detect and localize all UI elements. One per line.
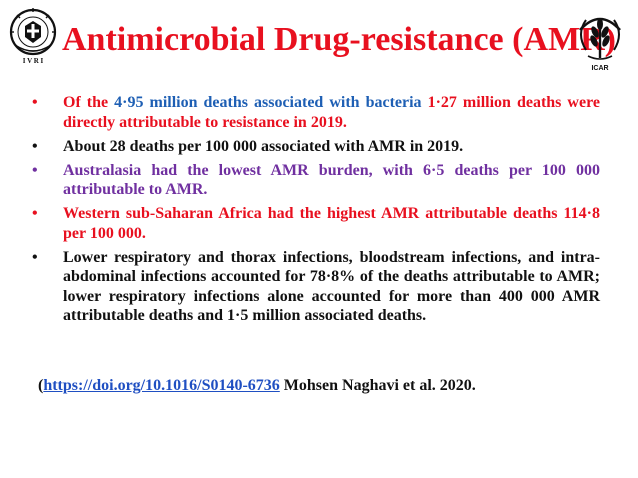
bullet-item: • Western sub-Saharan Africa had the high… [30, 204, 600, 243]
bullet-text-run: 1·27 million deaths were directly attrib… [63, 94, 600, 131]
ivri-emblem-icon: I V R I [9, 8, 57, 65]
bullet-text-run: About 28 deaths per 100 000 associated w… [63, 137, 464, 155]
bullet-dot-icon: • [32, 137, 38, 155]
ivri-logo: I V R I [5, 7, 61, 65]
reference-authors: Mohsen Naghavi et al. 2020. [279, 377, 476, 394]
reference-line: (https://doi.org/10.1016/S0140-6736 Mohs… [38, 376, 608, 396]
icar-logo-text: ICAR [591, 65, 608, 72]
doi-link[interactable]: https://doi.org/10.1016/S0140-6736 [43, 377, 280, 394]
bullet-item: • Of the 4·95 million deaths associated w… [30, 93, 600, 132]
bullet-text-run: Of the [63, 94, 115, 111]
bullet-text-run: Western sub-Saharan Africa had the highe… [63, 205, 600, 242]
bullet-text-run: 4·95 million deaths associated with bact… [114, 94, 428, 111]
icar-logo: ICAR [572, 10, 628, 72]
bullet-dot-icon: • [32, 248, 38, 266]
icar-wheat-emblem-icon: ICAR [579, 17, 621, 72]
slide-title: Antimicrobial Drug-resistance (AMR) [62, 21, 616, 58]
bullet-list: • Of the 4·95 million deaths associated w… [30, 93, 600, 330]
bullet-dot-icon: • [32, 161, 38, 179]
bullet-text-run: Lower respiratory and thorax infections,… [63, 248, 600, 325]
bullet-dot-icon: • [32, 205, 38, 222]
bullet-text-run: Australasia had the lowest AMR burden, w… [63, 161, 600, 199]
reference-open-paren: ( [38, 377, 44, 394]
ivri-logo-text: I V R I [23, 57, 44, 65]
bullet-item: • Australasia had the lowest AMR burden, … [30, 161, 600, 200]
bullet-dot-icon: • [32, 94, 38, 111]
bullet-item: • About 28 deaths per 100 000 associated … [30, 137, 600, 157]
bullet-item: • Lower respiratory and thorax infections… [30, 248, 600, 326]
